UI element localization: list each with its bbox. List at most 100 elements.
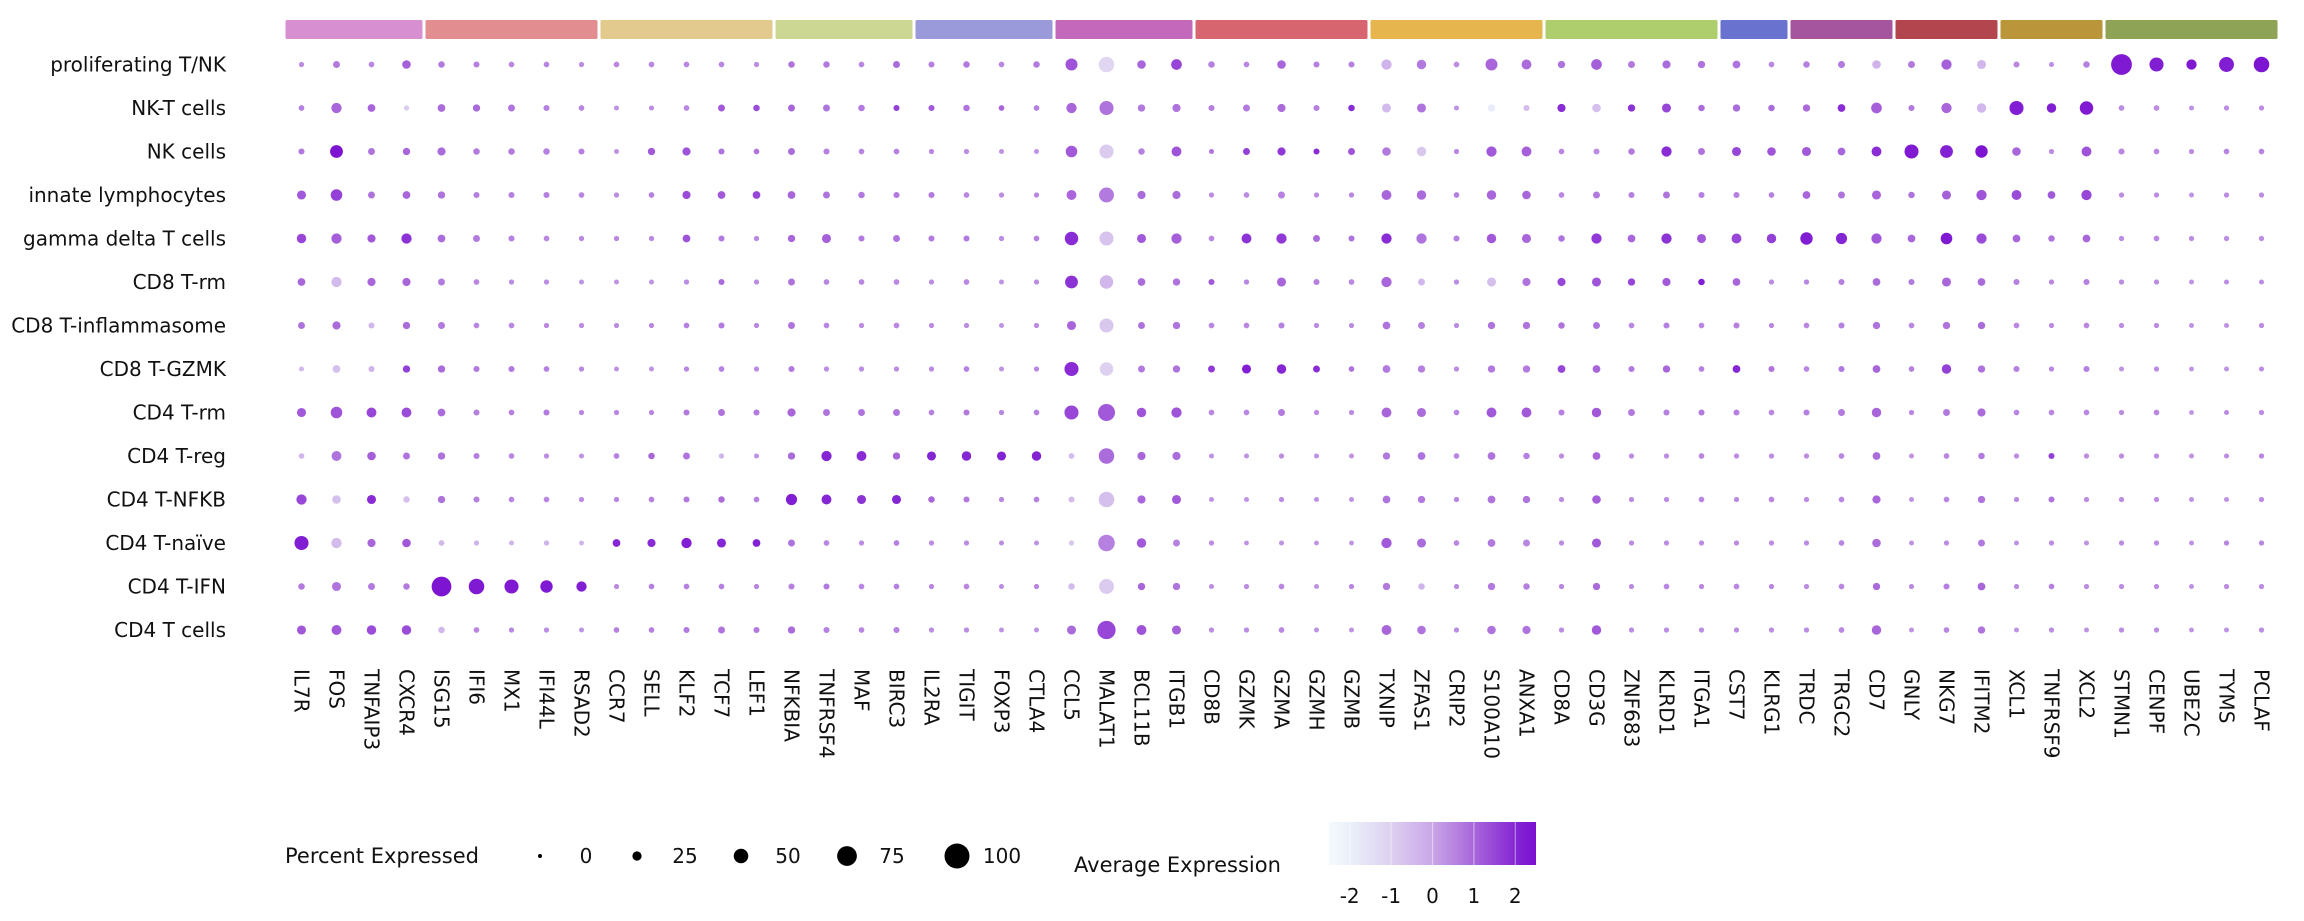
expression-dot	[1803, 279, 1810, 285]
expression-dot	[648, 409, 655, 416]
legend-size-dot	[632, 851, 642, 861]
expression-dot	[1243, 453, 1250, 459]
expression-dot	[1418, 278, 1425, 286]
expression-dot	[1908, 409, 1915, 416]
expression-dot	[2009, 100, 2024, 116]
expression-dot	[647, 538, 656, 548]
expression-dot	[1592, 365, 1601, 373]
expression-dot	[1033, 322, 1040, 329]
expression-dot	[1138, 322, 1145, 329]
expression-dot	[683, 626, 690, 634]
expression-dot	[1382, 321, 1391, 330]
expression-dot	[1768, 583, 1775, 590]
expression-dot	[2153, 105, 2160, 111]
expression-dot	[683, 496, 690, 503]
expression-dot	[858, 148, 865, 155]
gene-group-bar-3	[775, 20, 913, 39]
expression-dot	[473, 61, 480, 68]
expression-dot	[578, 105, 585, 111]
expression-dot	[1662, 60, 1671, 69]
expression-dot	[2048, 322, 2055, 329]
expression-dot	[504, 579, 519, 594]
expression-dot	[1591, 625, 1602, 635]
expression-dot	[1171, 494, 1182, 505]
expression-dot	[2048, 279, 2055, 285]
expression-dot	[683, 105, 690, 111]
expression-dot	[1521, 146, 1532, 157]
expression-dot	[1732, 365, 1741, 373]
expression-dot	[1941, 364, 1952, 374]
expression-dot	[1416, 103, 1427, 113]
expression-dot	[1208, 409, 1215, 416]
expression-dot	[856, 451, 867, 461]
expression-dot	[1381, 625, 1392, 635]
expression-dot	[613, 496, 620, 503]
expression-dot	[893, 409, 900, 416]
expression-dot	[1977, 495, 1986, 504]
gene-label: MAF	[850, 669, 874, 711]
expression-dot	[1033, 583, 1040, 590]
expression-dot	[2258, 322, 2265, 329]
expression-dot	[2153, 583, 2160, 590]
expression-dot	[331, 581, 342, 592]
expression-dot	[963, 322, 970, 329]
expression-dot	[1313, 322, 1320, 329]
expression-dot	[2188, 105, 2195, 111]
gene-label: CD8B	[1200, 669, 1224, 725]
expression-dot	[823, 104, 830, 112]
expression-dot	[1766, 233, 1777, 244]
expression-dot	[2258, 105, 2265, 111]
cell-type-axis: proliferating T/NK NK-T cells NK cells inna…	[11, 53, 227, 643]
expression-dot	[1733, 627, 1740, 633]
expression-dot	[2013, 61, 2020, 68]
expression-dot	[893, 235, 900, 242]
expression-dot	[543, 627, 550, 633]
colorbar-tick-label: 2	[1509, 884, 1522, 908]
expression-dot	[1486, 277, 1497, 287]
expression-dot	[998, 409, 1005, 416]
expression-dot	[928, 540, 935, 546]
expression-dot	[682, 190, 691, 200]
expression-dot	[753, 366, 760, 372]
expression-dot	[437, 191, 446, 199]
expression-dot	[1417, 365, 1426, 373]
expression-dot	[648, 366, 655, 372]
expression-dot	[821, 450, 832, 462]
expression-dot	[2013, 540, 2020, 546]
expression-dot	[963, 192, 970, 198]
expression-dot	[1033, 192, 1040, 198]
expression-dot	[926, 451, 937, 461]
expression-dot	[2118, 409, 2125, 416]
gene-label: CD8A	[1550, 669, 1574, 725]
expression-dot	[753, 453, 760, 459]
expression-dot	[718, 235, 725, 242]
expression-dot	[998, 148, 1005, 155]
expression-dot	[543, 61, 550, 68]
expression-dot	[1977, 321, 1986, 330]
expression-dot	[893, 583, 900, 590]
expression-dot	[1871, 233, 1882, 244]
expression-dot	[578, 148, 585, 155]
expression-dot	[1767, 147, 1776, 156]
expression-dot	[1592, 103, 1601, 113]
expression-dot	[753, 626, 760, 634]
expression-dot	[1628, 191, 1635, 199]
expression-dot	[2118, 627, 2125, 633]
expression-dot	[368, 322, 375, 329]
expression-dot	[402, 321, 411, 330]
expression-dot	[2118, 583, 2125, 590]
legend-size-dot	[944, 843, 970, 869]
expression-dot	[1172, 278, 1181, 286]
expression-dot	[1453, 409, 1460, 416]
expression-dot	[1313, 278, 1320, 286]
gene-label: TRGC2	[1830, 668, 1854, 737]
expression-dot	[298, 148, 305, 155]
expression-dot	[2219, 57, 2234, 72]
expression-dot	[1064, 231, 1079, 246]
expression-dot	[1241, 364, 1252, 374]
legend-size-tick-label: 25	[672, 844, 697, 868]
legend-size-tick-label: 50	[775, 844, 800, 868]
expression-dot	[1908, 496, 1915, 503]
expression-dot	[1872, 538, 1881, 548]
expression-dot	[543, 409, 550, 416]
